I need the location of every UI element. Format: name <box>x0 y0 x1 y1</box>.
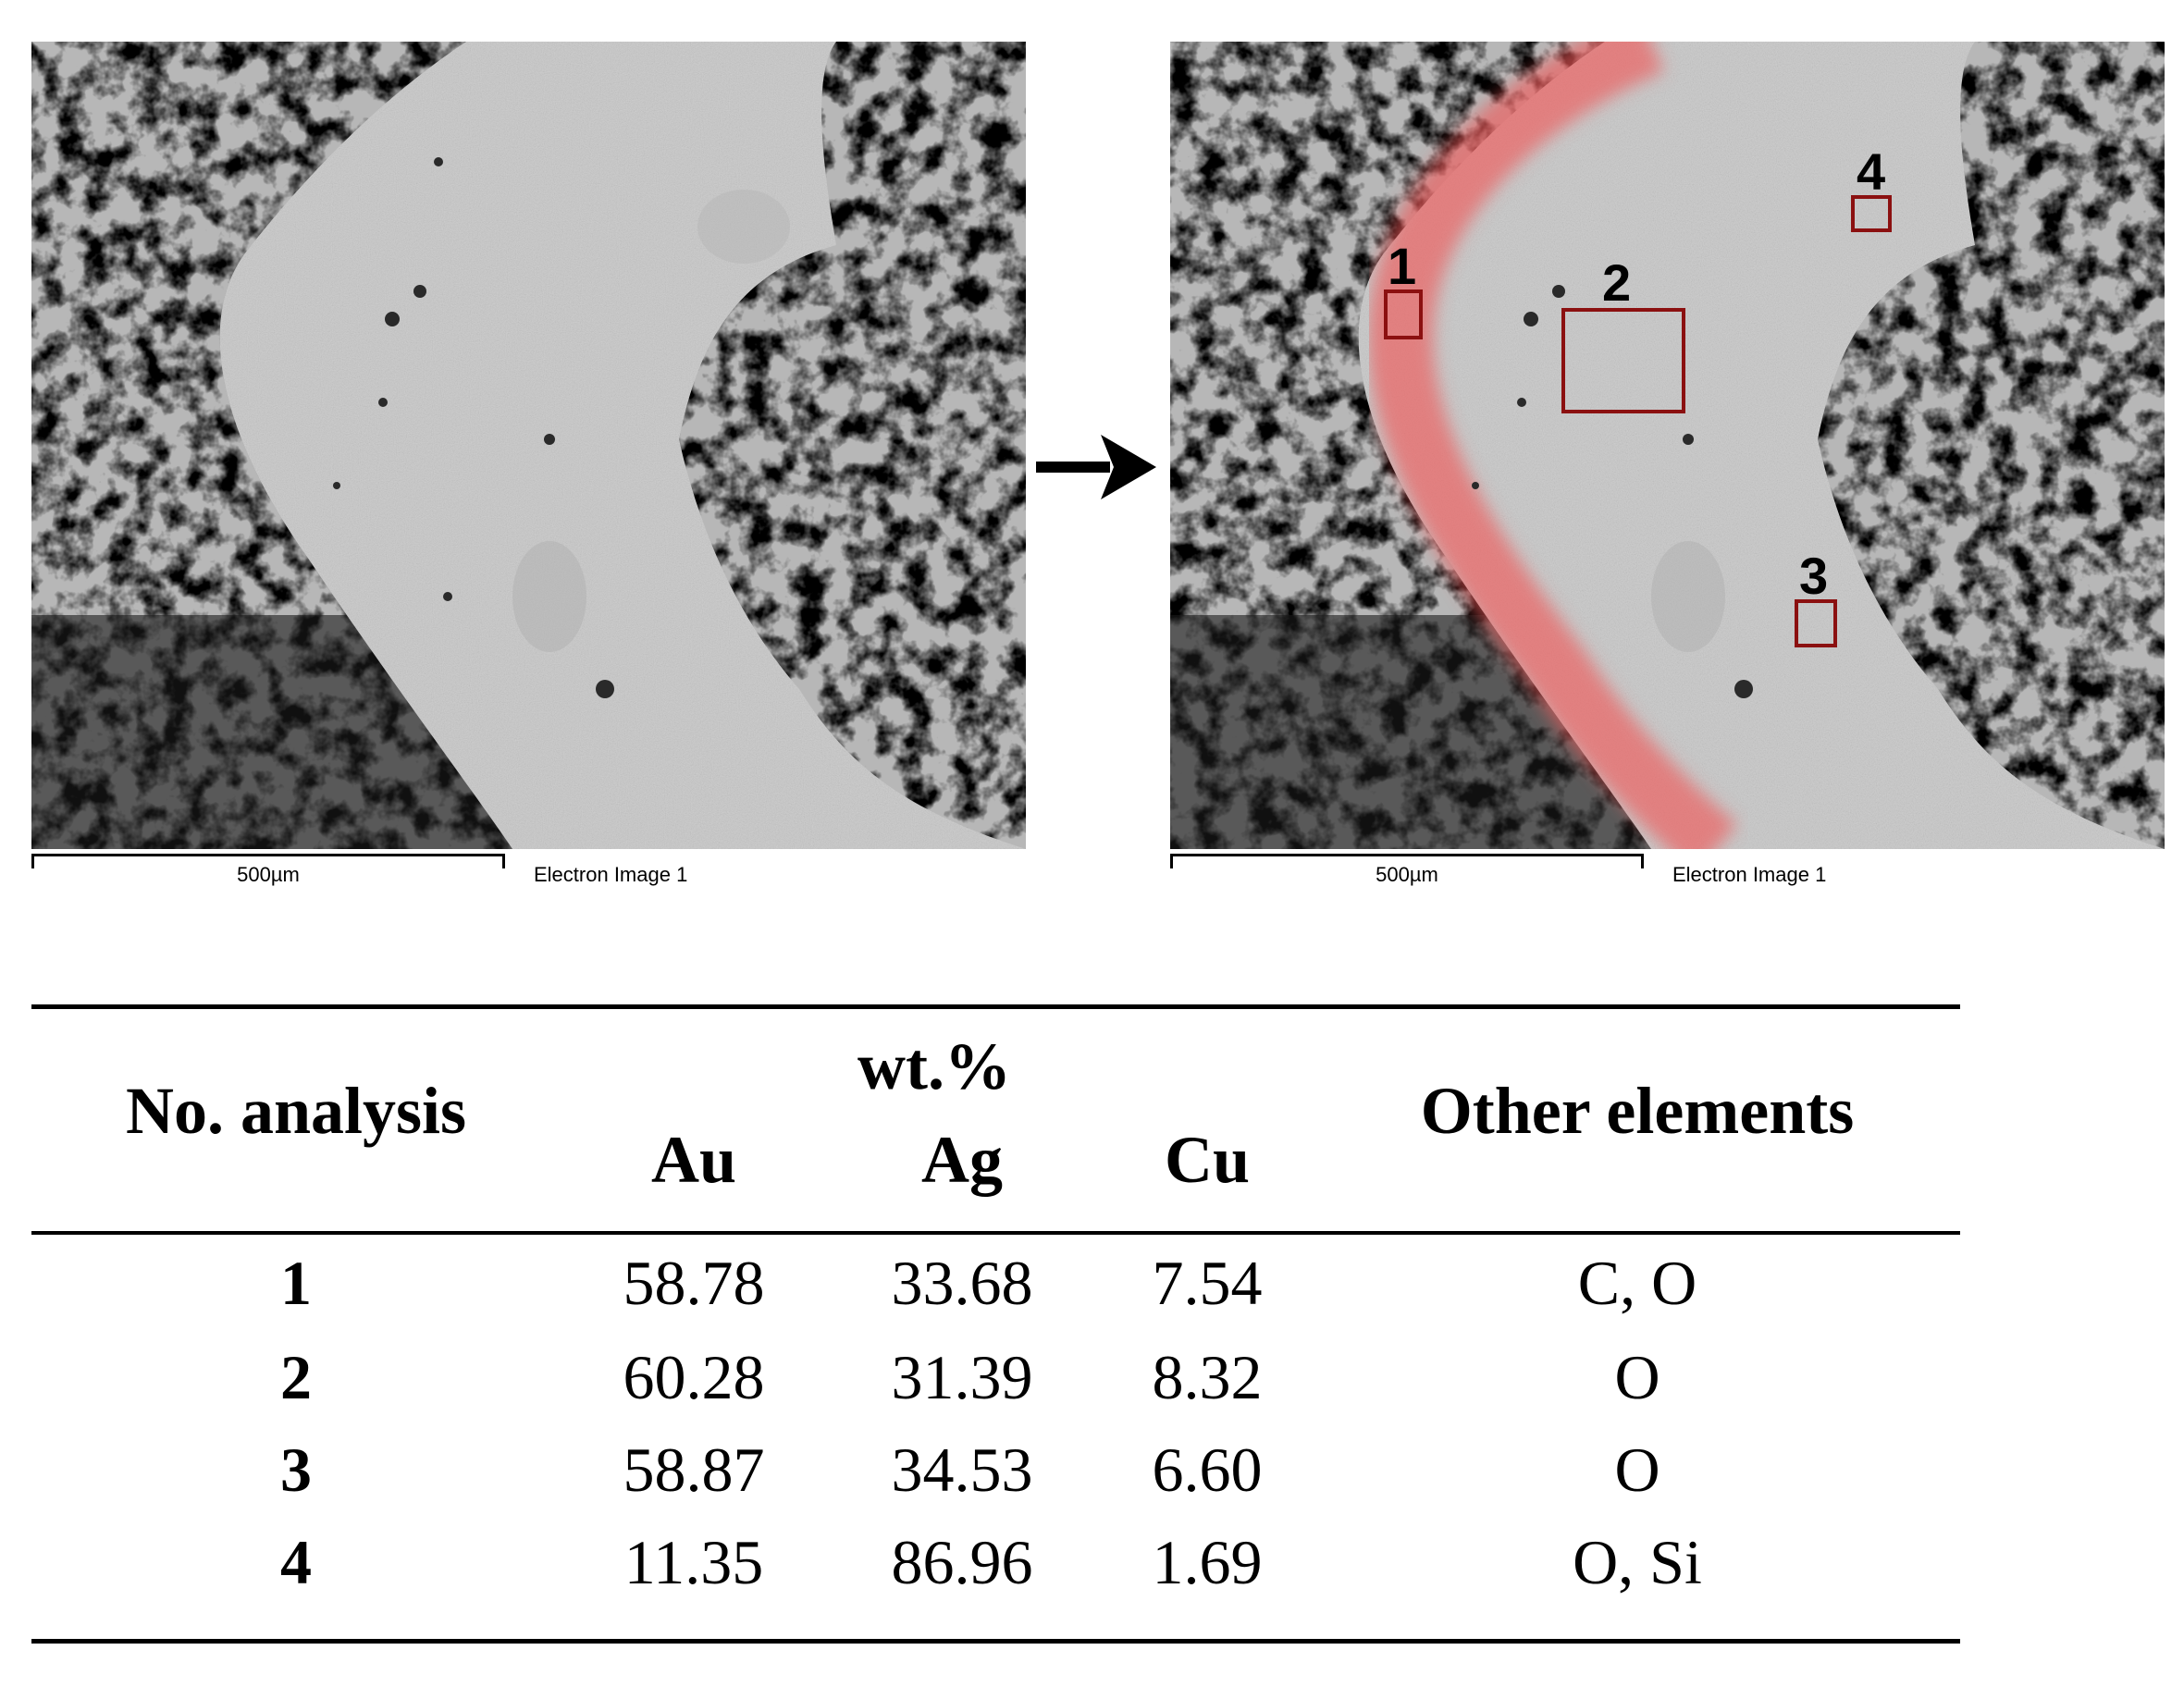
region-label-4: 4 <box>1857 142 1885 201</box>
cell-au: 58.78 <box>623 1248 765 1318</box>
sem-image-left-panel: 500µm Electron Image 1 <box>31 42 1026 886</box>
header-other-elements: Other elements <box>1420 1074 1855 1148</box>
analysis-region-4 <box>1851 195 1892 232</box>
scale-label-left: 500µm <box>237 863 300 886</box>
right-arrow-icon <box>1036 435 1156 499</box>
cell-other: O <box>1614 1435 1660 1505</box>
analysis-region-2 <box>1561 308 1685 413</box>
cell-cu: 8.32 <box>1152 1342 1263 1412</box>
cell-cu: 7.54 <box>1152 1248 1263 1318</box>
table-row: 1 58.78 33.68 7.54 C, O <box>0 1247 2184 1339</box>
cell-no: 4 <box>280 1527 312 1597</box>
image-caption-left: Electron Image 1 <box>534 863 688 886</box>
table-top-rule <box>31 1004 1960 1009</box>
image-caption-right: Electron Image 1 <box>1672 863 1827 886</box>
table-row: 3 58.87 34.53 6.60 O <box>0 1434 2184 1526</box>
table-header-rule <box>31 1231 1960 1235</box>
cell-cu: 6.60 <box>1152 1435 1263 1505</box>
sem-micrograph-left <box>31 42 1026 849</box>
cell-other: O, Si <box>1573 1527 1702 1597</box>
cell-ag: 33.68 <box>891 1248 1033 1318</box>
cell-other: O <box>1614 1342 1660 1412</box>
table-row: 2 60.28 31.39 8.32 O <box>0 1341 2184 1434</box>
header-au: Au <box>650 1123 737 1197</box>
boundary-highlight <box>1368 42 1737 849</box>
scale-bar-left <box>31 854 505 868</box>
header-cu: Cu <box>1164 1123 1251 1197</box>
region-label-1: 1 <box>1388 237 1416 295</box>
sem-image-right-panel: 1 2 3 4 500µm Electron Image 1 <box>1170 42 2165 886</box>
header-no-analysis: No. analysis <box>125 1074 467 1148</box>
scale-label-right: 500µm <box>1376 863 1438 886</box>
analysis-region-3 <box>1795 599 1837 647</box>
cell-no: 1 <box>280 1248 312 1318</box>
scale-bar-right <box>1170 854 1644 868</box>
cell-no: 3 <box>280 1435 312 1505</box>
sem-micrograph-right: 1 2 3 4 <box>1170 42 2165 849</box>
region-label-2: 2 <box>1602 253 1631 312</box>
cell-no: 2 <box>280 1342 312 1412</box>
cell-ag: 31.39 <box>891 1342 1033 1412</box>
cell-au: 58.87 <box>623 1435 765 1505</box>
table-row: 4 11.35 86.96 1.69 O, Si <box>0 1526 2184 1619</box>
region-label-3: 3 <box>1799 547 1828 605</box>
cell-ag: 86.96 <box>891 1527 1033 1597</box>
cell-cu: 1.69 <box>1152 1527 1263 1597</box>
analysis-region-1 <box>1384 289 1423 339</box>
header-ag: Ag <box>921 1123 1003 1197</box>
cell-au: 11.35 <box>623 1527 764 1597</box>
header-wt-percent: wt.% <box>858 1029 1011 1103</box>
cell-ag: 34.53 <box>891 1435 1033 1505</box>
cell-au: 60.28 <box>623 1342 765 1412</box>
table-bottom-rule <box>31 1639 1960 1644</box>
cell-other: C, O <box>1577 1248 1697 1318</box>
